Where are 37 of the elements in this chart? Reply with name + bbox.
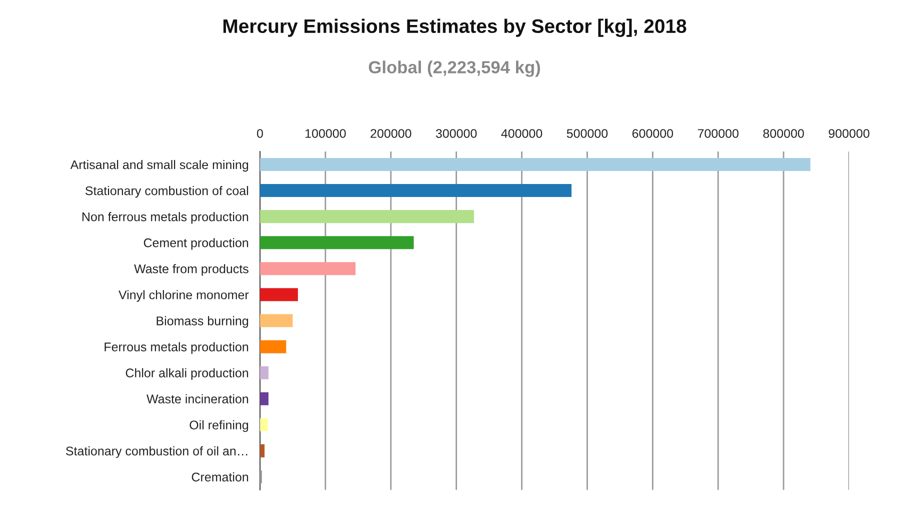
x-tick-label: 500000 [566,129,608,138]
bar [260,392,268,406]
y-tick-label: Biomass burning [156,316,248,328]
x-tick-label: 700000 [698,129,738,138]
x-tick-label: 800000 [763,129,804,138]
x-tick-label: 0 [256,129,263,138]
y-tick-label: Oil refining [190,420,248,432]
x-tick-label: 900000 [828,129,870,138]
bar [260,340,286,354]
chart-title: Mercury Emissions Estimates by Sector [kg], 2018 [223,18,686,37]
x-tick-label: 400000 [501,129,542,138]
y-tick-label: Waste incineration [146,394,248,404]
y-tick-label: Stationary combustion of oil an… [66,446,248,458]
y-tick-label: Non ferrous metals production [82,212,248,224]
y-tick-label: Chlor alkali production [126,368,248,380]
y-tick-label: Waste from products [134,264,248,276]
x-tick-label: 600000 [632,129,674,138]
bar [260,366,268,380]
bar [260,418,268,432]
x-tick-label: 300000 [436,129,477,138]
y-tick-label: Artisanal and small scale mining [70,160,248,172]
y-tick-label: Vinyl chlorine monomer [118,290,249,302]
y-tick-label: Cement production [144,238,248,250]
x-tick-label: 100000 [306,129,346,138]
bar [260,236,414,250]
bar [260,184,572,198]
bar [260,262,356,276]
y-tick-label: Stationary combustion of coal [85,186,248,198]
bar [260,314,293,328]
bar [260,444,265,458]
bar [260,288,298,302]
chart-subtitle: Global (2,223,594 kg) [368,60,540,77]
y-tick-label: Cremation [192,472,248,482]
y-tick-label: Ferrous metals production [104,342,248,354]
x-tick-label: 200000 [370,129,412,138]
bar [260,210,474,224]
bar [260,158,810,172]
